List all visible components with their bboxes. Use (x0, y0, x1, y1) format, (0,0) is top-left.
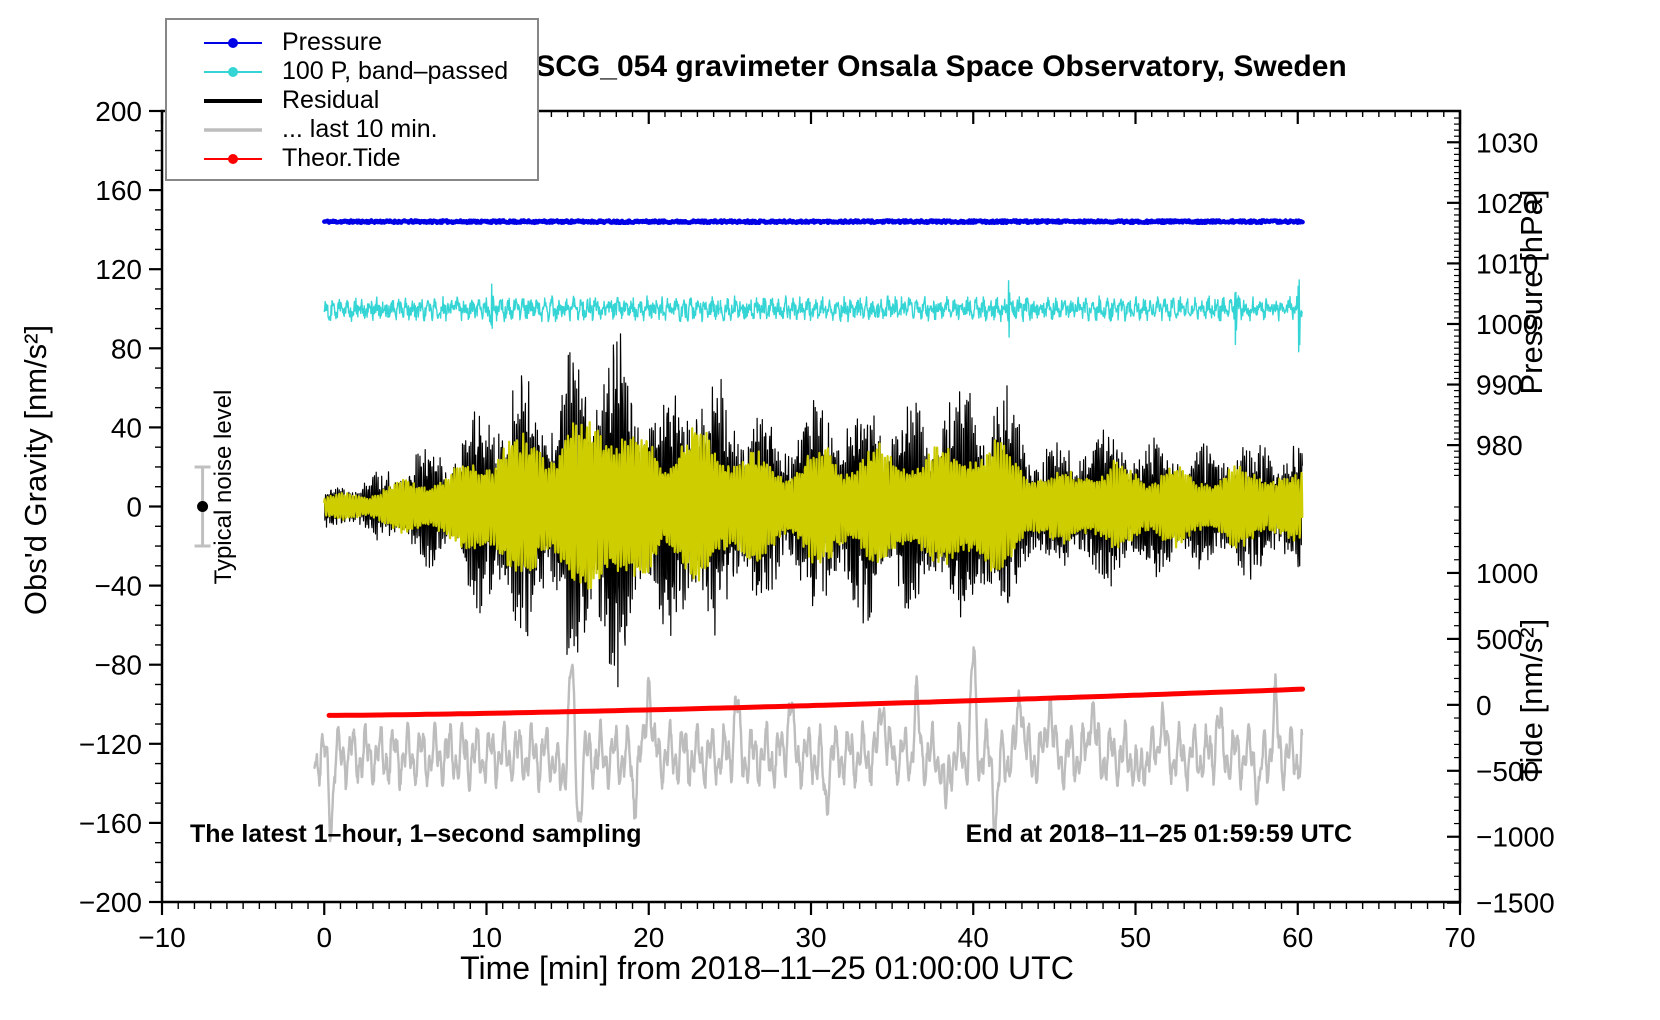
legend-item-band-passed: 100 P, band–passed (167, 57, 537, 86)
gravity-tick-label: 0 (126, 492, 142, 523)
legend: Pressure 100 P, band–passed Residual ...… (165, 18, 539, 181)
legend-marker-dot (228, 153, 238, 164)
legend-item-theor-tide: Theor.Tide (167, 144, 537, 173)
x-tick-label: −10 (138, 922, 186, 953)
tide-tick-label: 0 (1476, 690, 1492, 721)
time-axis-label: Time [min] from 2018–11–25 01:00:00 UTC (460, 950, 1074, 986)
sampling-note: The latest 1–hour, 1–second sampling (190, 820, 642, 848)
legend-sample-pressure (204, 37, 262, 48)
legend-label: ... last 10 min. (282, 115, 438, 143)
series-last10 (313, 646, 1304, 843)
legend-sample-band-passed (204, 66, 262, 77)
series-theor-tide (326, 686, 1306, 718)
gravity-tick-label: −80 (95, 650, 143, 681)
gravity-tick-label: −40 (95, 571, 143, 602)
pressure-tick-label: 980 (1476, 430, 1523, 461)
tide-tick-label: 500 (1476, 624, 1523, 655)
gravity-tick-label: −120 (79, 729, 142, 760)
x-tick-label: 50 (1120, 922, 1151, 953)
noise-level-label: Typical noise level (210, 389, 237, 585)
legend-sample-residual (204, 98, 262, 103)
legend-label: Pressure (282, 28, 383, 56)
x-tick-label: 40 (958, 922, 989, 953)
x-tick-label: 0 (316, 922, 332, 953)
legend-sample-last10 (204, 127, 262, 132)
tide-tick-label: −1000 (1476, 822, 1555, 853)
legend-sample-theor-tide (204, 153, 262, 164)
gravity-tick-label: 120 (95, 254, 142, 285)
legend-item-pressure: Pressure (167, 28, 537, 57)
tide-axis-label: Tide [nm/s²] (1514, 618, 1549, 782)
gravity-tick-label: −200 (79, 887, 142, 918)
x-tick-label: 60 (1282, 922, 1313, 953)
legend-label: Theor.Tide (282, 144, 401, 172)
tide-tick-label: 1000 (1476, 558, 1538, 589)
pressure-tick-label: 1020 (1476, 188, 1538, 219)
legend-label: 100 P, band–passed (282, 57, 509, 85)
series-band-passed (323, 279, 1303, 353)
x-tick-label: 70 (1444, 922, 1475, 953)
gravity-tick-label: 200 (95, 96, 142, 127)
pressure-axis-label: Pressure [hPa] (1514, 189, 1549, 395)
series-residual (323, 333, 1303, 688)
pressure-tick-label: 1030 (1476, 127, 1538, 158)
legend-label: Residual (282, 86, 380, 114)
x-tick-label: 30 (795, 922, 826, 953)
gravity-tick-label: 80 (111, 333, 142, 364)
pressure-tick-label: 990 (1476, 370, 1523, 401)
end-time-note: End at 2018–11–25 01:59:59 UTC (965, 820, 1352, 848)
gravity-tick-label: −160 (79, 808, 142, 839)
legend-marker-dot (228, 66, 238, 77)
x-tick-label: 10 (471, 922, 502, 953)
pressure-tick-label: 1010 (1476, 248, 1538, 279)
series-residual-band-overlay (323, 421, 1304, 590)
gravity-tick-label: 160 (95, 175, 142, 206)
legend-item-last10: ... last 10 min. (167, 115, 537, 144)
legend-item-residual: Residual (167, 86, 537, 115)
legend-marker-dot (228, 37, 238, 48)
tide-tick-label: −500 (1476, 756, 1539, 787)
x-tick-label: 20 (633, 922, 664, 953)
series-pressure (322, 218, 1305, 226)
gravity-tick-label: 40 (111, 412, 142, 443)
gravity-axis-label: Obs'd Gravity [nm/s²] (18, 324, 53, 616)
pressure-tick-label: 1000 (1476, 309, 1538, 340)
tide-tick-label: −1500 (1476, 888, 1555, 919)
noise-marker-dot (197, 501, 209, 512)
chart-title: SCG_054 gravimeter Onsala Space Observat… (535, 50, 1347, 83)
